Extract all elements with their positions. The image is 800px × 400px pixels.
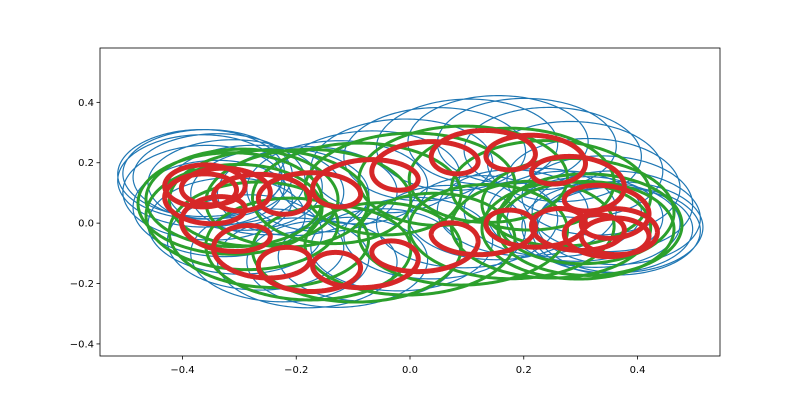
x-axis: −0.4 −0.2 0.0 0.2 0.4 — [170, 356, 645, 376]
x-tick-label: 0.2 — [516, 365, 532, 376]
series-line-2 — [136, 124, 684, 304]
x-tick-label: 0.0 — [402, 365, 418, 376]
x-tick-label: −0.2 — [284, 365, 308, 376]
y-tick-label: 0.4 — [78, 98, 94, 109]
y-tick-label: −0.4 — [70, 339, 94, 350]
x-tick-label: 0.4 — [630, 365, 646, 376]
series-line-3 — [162, 127, 660, 295]
y-axis: −0.4 −0.2 0.0 0.2 0.4 — [70, 98, 100, 350]
series-layer — [117, 95, 704, 309]
y-tick-label: 0.2 — [78, 158, 94, 169]
x-tick-label: −0.4 — [170, 365, 194, 376]
y-tick-label: 0.0 — [78, 219, 94, 230]
y-tick-label: −0.2 — [70, 279, 94, 290]
